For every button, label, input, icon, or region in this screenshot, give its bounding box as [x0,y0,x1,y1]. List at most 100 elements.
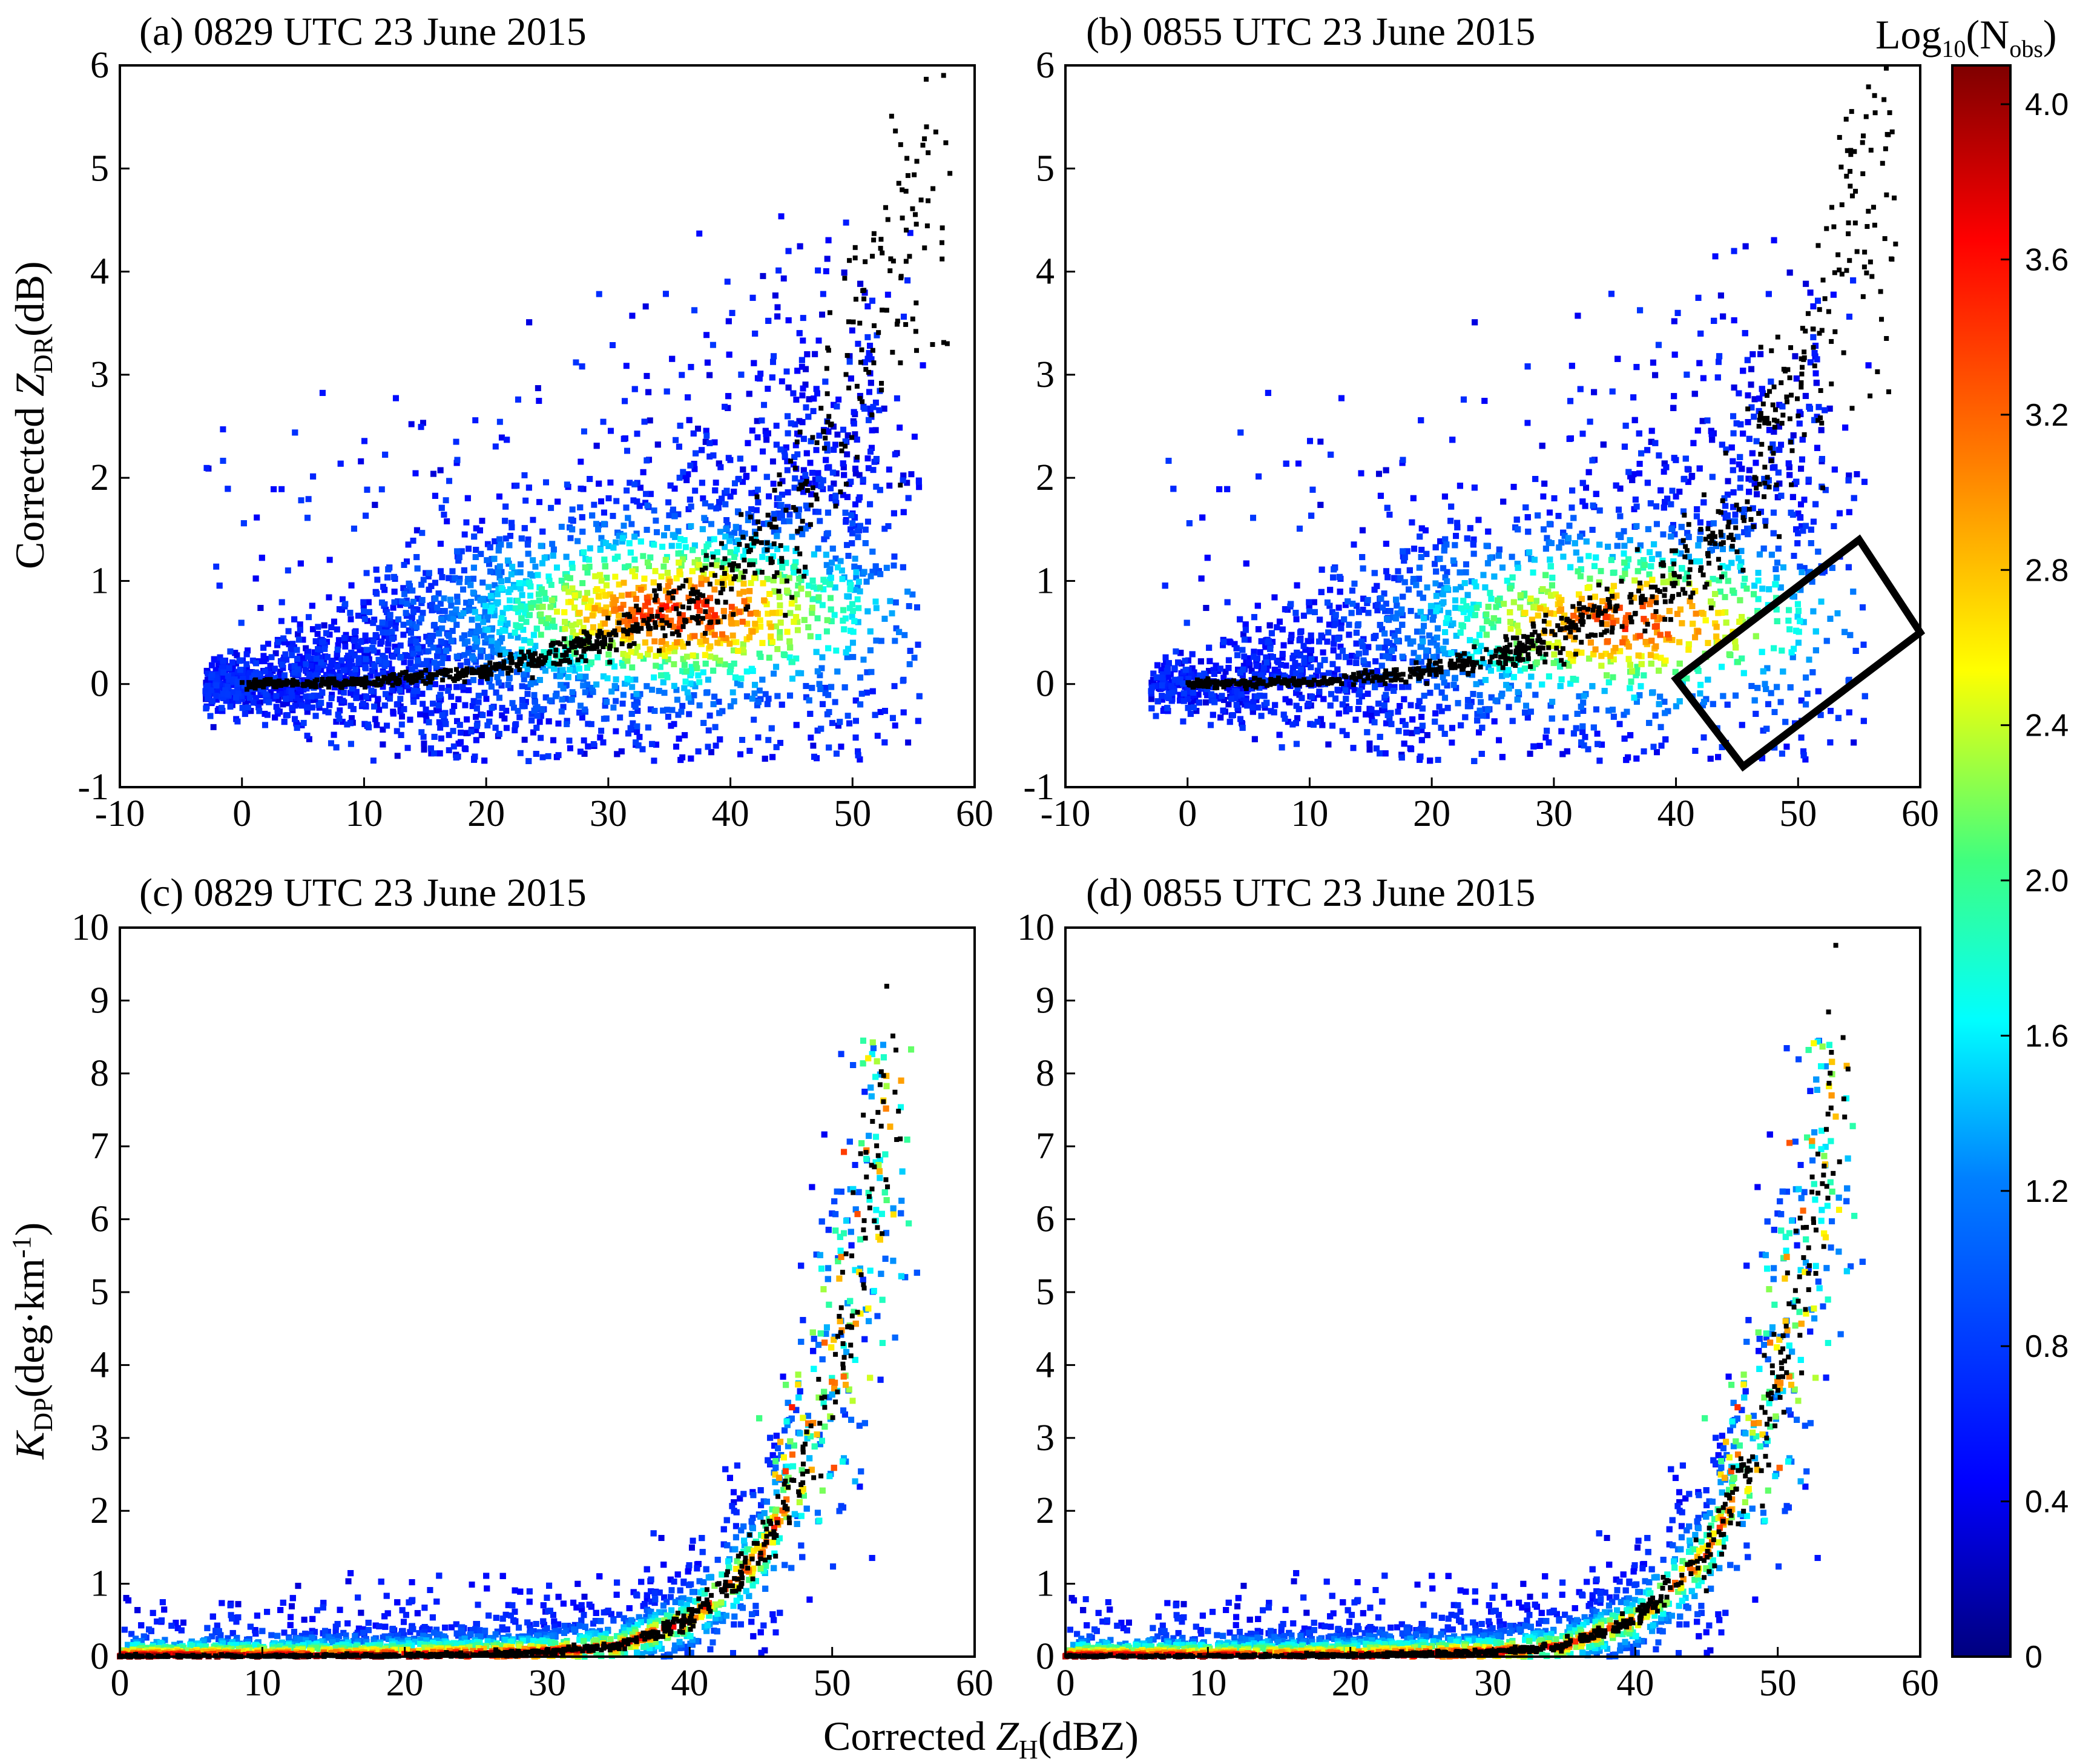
density-point [588,629,595,636]
fit-point [720,586,726,592]
density-point [556,673,563,680]
density-point [771,510,777,517]
density-point [549,541,556,547]
density-point [834,564,841,571]
density-point [528,717,535,724]
density-point [493,600,500,607]
density-point [665,594,671,601]
density-point [857,756,863,763]
density-point [265,670,272,677]
density-point [884,291,891,298]
density-point [438,504,445,511]
density-point [802,472,809,478]
density-point [873,637,880,644]
density-point [280,665,286,671]
density-point [271,486,277,492]
density-point [682,732,688,739]
density-point [733,620,740,627]
density-point [845,645,852,652]
density-point [892,451,898,458]
density-point [786,511,793,518]
density-point [826,744,832,751]
density-point [341,689,347,696]
fit-point [489,671,494,677]
density-point [799,531,806,538]
density-point [481,632,487,639]
density-point [382,451,389,458]
density-point [538,734,544,741]
density-point [771,670,777,677]
density-point [777,635,783,641]
density-point [588,721,594,727]
density-point [220,690,226,697]
density-point [371,616,378,623]
fit-point [526,649,532,655]
density-point [304,708,311,715]
density-point [437,724,444,731]
density-point [619,637,626,644]
density-point [450,743,457,750]
density-point [213,696,220,703]
density-point [849,520,856,527]
density-point [620,650,627,657]
density-point [515,396,521,403]
density-point [240,520,247,527]
density-point [759,553,766,560]
density-point [423,570,429,576]
density-point [872,598,879,605]
density-point [522,497,529,504]
density-point [254,699,261,706]
density-point [722,533,729,540]
density-point [791,597,798,604]
fit-point [652,598,657,603]
density-point [630,497,637,504]
density-point [294,656,300,662]
density-point [344,721,351,728]
density-point [382,655,389,661]
density-point [513,668,520,675]
density-point [384,629,390,636]
density-point [372,501,378,508]
density-point [387,612,393,618]
density-point [274,710,281,717]
density-point [555,720,562,727]
density-point [507,604,513,611]
density-point [663,603,670,610]
density-point [675,511,682,518]
density-point [654,441,661,448]
density-point [695,597,702,604]
density-point [495,645,501,652]
density-point [806,396,812,403]
density-point [568,696,575,703]
density-point [503,707,510,714]
density-point [828,618,835,624]
density-point [202,688,209,695]
density-point [516,580,522,587]
density-point [870,467,877,473]
density-point [852,718,859,724]
density-point [517,623,524,630]
density-point [475,692,482,699]
density-point [828,575,834,581]
density-point [321,659,328,665]
density-point [645,389,652,395]
density-point [494,674,501,681]
density-point [327,664,334,670]
density-point [844,451,851,458]
density-point [286,641,292,647]
density-point [381,633,387,639]
density-point [770,553,777,559]
density-point [569,506,576,513]
density-point [563,682,570,688]
density-point [714,549,720,556]
density-point [736,576,743,582]
density-point [814,668,821,675]
density-point [731,489,737,495]
density-point [328,695,335,702]
density-point [809,604,815,611]
density-point [561,585,568,592]
density-point [824,617,831,624]
density-point [800,385,806,392]
density-point [432,595,439,602]
density-point [347,636,354,642]
